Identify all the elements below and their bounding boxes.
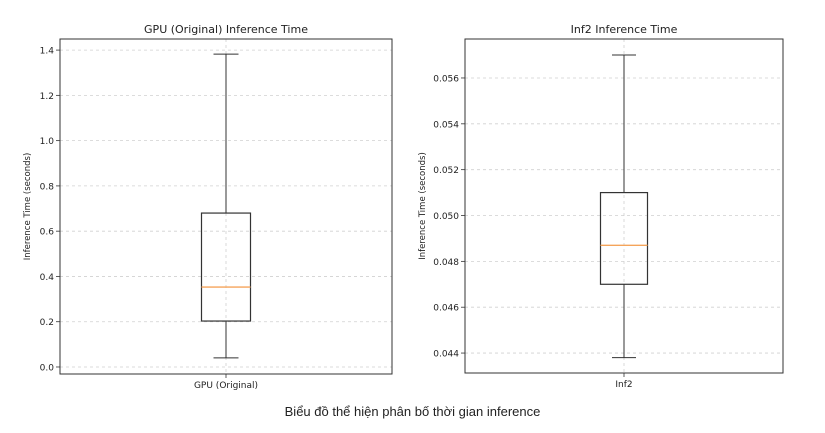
- y-tick-label: 0.4: [40, 273, 55, 283]
- axes-frame: [464, 38, 784, 374]
- y-tick-label: 1.4: [40, 47, 55, 57]
- y-tick-label: 0.0: [40, 363, 55, 373]
- y-tick-label: 0.044: [433, 350, 459, 360]
- y-axis-label: Inference Time (seconds): [418, 152, 428, 260]
- chart-panel-2: 0.044 0.046 0.048 0.050 0.052 0.054 0.056 Inf2 I…: [418, 23, 784, 390]
- y-tick-label: 0.046: [433, 304, 459, 314]
- y-tick-label: 0.050: [433, 212, 459, 222]
- y-tick-label: 0.056: [433, 74, 459, 84]
- y-tick-label: 0.052: [433, 166, 459, 176]
- chart-panel-1: 0.0 0.2 0.4 0.6 0.8 1.0 1.2 1.4 GPU (Original) GP…: [23, 23, 393, 391]
- x-tick-label: GPU (Original): [194, 381, 258, 391]
- iqr-box: [200, 212, 252, 322]
- chart-title: Inf2 Inference Time: [571, 23, 678, 36]
- y-tick-label: 1.0: [40, 137, 55, 147]
- iqr-box: [599, 191, 649, 285]
- y-tick-label: 0.8: [40, 182, 55, 192]
- axes-frame: [59, 38, 393, 375]
- y-tick-label: 1.2: [40, 92, 54, 102]
- chart-title: GPU (Original) Inference Time: [144, 23, 308, 36]
- y-tick-label: 0.6: [40, 228, 55, 238]
- x-tick-label: Inf2: [615, 380, 632, 390]
- y-tick-label: 0.2: [40, 318, 54, 328]
- figure-caption: Biểu đồ thể hiện phân bố thời gian infer…: [284, 404, 541, 419]
- y-tick-label: 0.048: [433, 258, 459, 268]
- y-axis-label: Inference Time (seconds): [23, 153, 33, 261]
- y-tick-label: 0.054: [433, 120, 459, 130]
